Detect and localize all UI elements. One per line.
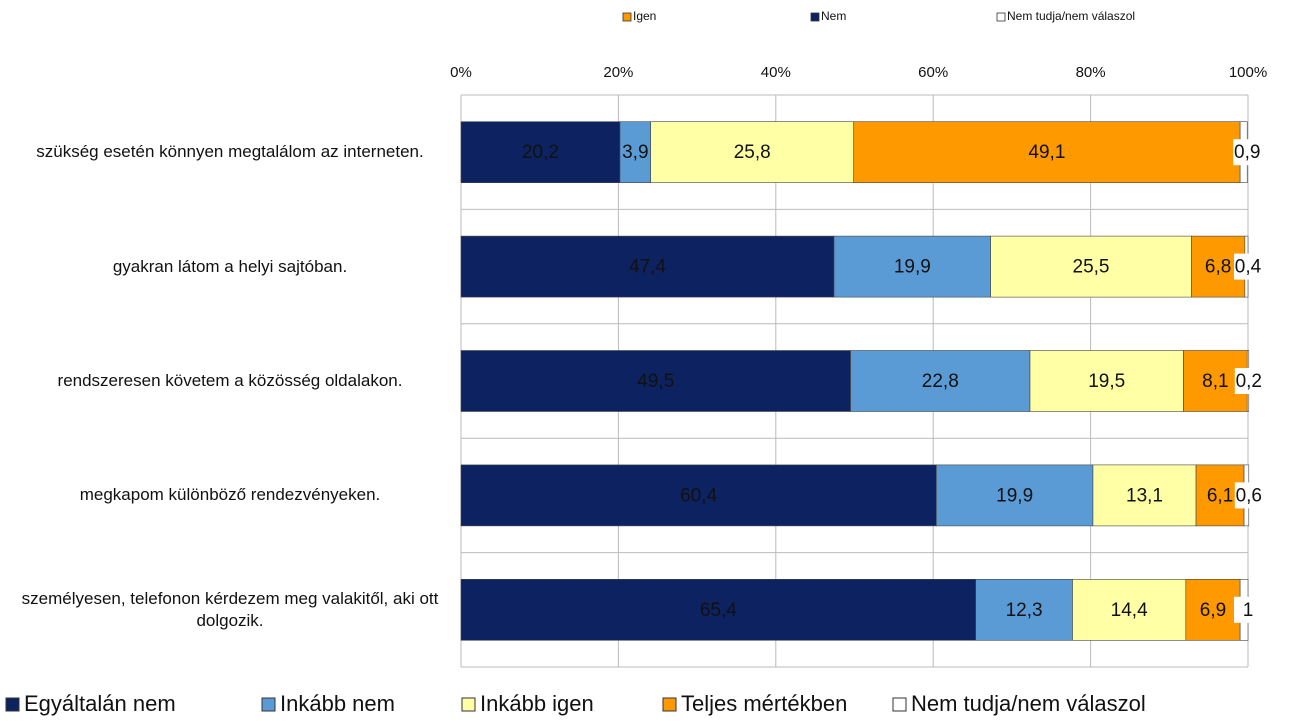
legend-label: Egyáltalán nem	[24, 691, 176, 716]
legend-label: Teljes mértékben	[681, 691, 847, 716]
value-label-bg	[1234, 596, 1262, 623]
x-tick-label: 100%	[1229, 64, 1267, 81]
value-label: 25,8	[734, 142, 771, 163]
value-label: 65,4	[700, 600, 737, 621]
top-legend-swatch	[622, 12, 632, 22]
category-label: gyakran látom a helyi sajtóban.	[112, 256, 348, 276]
value-label: 6,8	[1205, 257, 1231, 278]
bar-segment	[975, 578, 1073, 641]
category-label: megkapom különböző rendezvényeken.	[79, 485, 381, 505]
bar-segment	[460, 121, 621, 183]
category-label: szükség esetén könnyen megtalálom az int…	[36, 142, 424, 162]
top-legend-swatch	[810, 12, 820, 22]
category-label: rendszeresen követem a közösség oldalako…	[57, 371, 403, 390]
bar-segment	[460, 464, 937, 527]
legend-swatch	[461, 697, 476, 712]
value-label: 8,1	[1202, 371, 1228, 392]
value-label: 49,1	[1028, 142, 1065, 163]
value-label: 6,9	[1200, 600, 1226, 621]
bar-segment	[1072, 578, 1187, 641]
legend-swatch	[662, 697, 677, 712]
x-tick-label: 80%	[1076, 64, 1106, 81]
legend-label: Inkább igen	[480, 691, 594, 716]
bar-segment	[850, 350, 1031, 412]
value-label: 49,5	[637, 371, 674, 392]
value-label: 1	[1243, 600, 1254, 621]
top-legend-label: Nem tudja/nem válaszol	[1007, 9, 1135, 23]
value-label: 0,6	[1236, 485, 1262, 506]
category-label: személyesen, telefonon kérdezem meg vala…	[21, 588, 439, 630]
top-legend-swatch	[996, 12, 1006, 22]
top-legend-label: Nem	[821, 9, 846, 23]
legend-label: Nem tudja/nem válaszol	[911, 691, 1146, 716]
value-label: 20,2	[522, 142, 559, 163]
value-label: 22,8	[922, 371, 959, 392]
value-label: 13,1	[1126, 485, 1163, 506]
value-label: 14,4	[1111, 600, 1148, 621]
value-label: 19,5	[1088, 371, 1125, 392]
bar-segment	[619, 121, 651, 183]
bar-segment	[990, 235, 1192, 298]
value-label: 19,9	[894, 257, 931, 278]
value-label: 25,5	[1073, 257, 1110, 278]
legend-swatch	[261, 697, 276, 712]
legend-swatch	[5, 697, 20, 712]
value-label-bg	[1234, 482, 1263, 509]
bar-segment	[460, 578, 976, 641]
value-label: 0,9	[1234, 142, 1260, 163]
bar-segment	[460, 350, 851, 412]
legend-swatch	[892, 697, 907, 712]
bar-segment	[1185, 578, 1241, 641]
bar-segment	[1029, 350, 1184, 412]
value-label: 0,2	[1236, 371, 1262, 392]
x-tick-label: 20%	[603, 64, 633, 81]
value-label: 6,1	[1207, 485, 1233, 506]
value-label-bg	[1234, 368, 1263, 394]
x-tick-label: 40%	[761, 64, 791, 81]
bar-segment	[833, 235, 991, 298]
value-label: 47,4	[629, 257, 666, 278]
value-label-bg	[1233, 139, 1262, 166]
value-label: 0,4	[1235, 257, 1262, 278]
value-label: 60,4	[680, 485, 717, 506]
bar-segment	[460, 235, 835, 298]
bar-segment	[650, 121, 855, 183]
top-legend-label: Igen	[633, 9, 656, 23]
legend-label: Inkább nem	[280, 691, 395, 716]
value-label-bg	[1234, 253, 1262, 280]
value-label: 12,3	[1006, 600, 1043, 621]
x-tick-label: 0%	[450, 64, 472, 81]
value-label: 19,9	[996, 485, 1033, 506]
x-tick-label: 60%	[918, 64, 948, 81]
value-label: 3,9	[622, 142, 648, 163]
bar-segment	[853, 121, 1241, 183]
